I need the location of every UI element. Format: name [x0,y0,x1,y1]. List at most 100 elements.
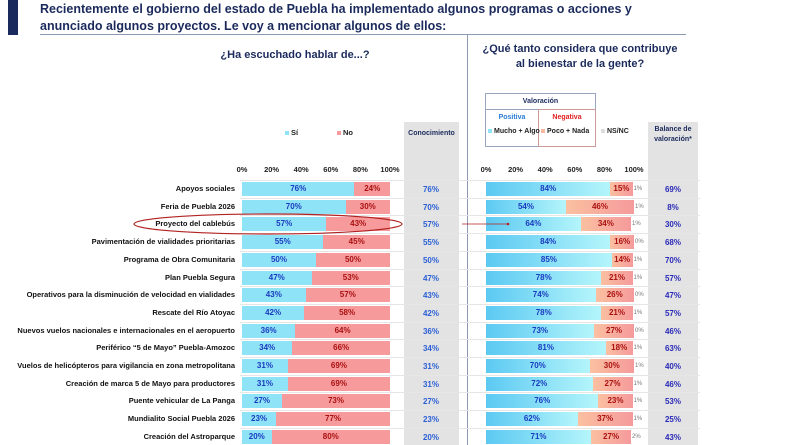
left-axis-tick: 80% [352,165,368,174]
nsnc-value: 1% [633,309,643,316]
balance-value: 46% [664,326,681,336]
category-label: Plan Puebla Segura [164,272,235,282]
nsnc-value: 1% [633,416,643,423]
negativa-box: Negativa [538,109,596,147]
row-separator [240,233,700,235]
conocimiento-header: Conocimiento [408,130,455,137]
bar-no: 73% [281,394,390,409]
left-axis-tick: 100% [380,165,400,174]
bar-poco-nada: 46% [565,199,634,214]
bar-mucho-algo: 85% [486,252,612,267]
row-separator [240,215,700,217]
category-label: Apoyos sociales [175,184,235,193]
bar-si: 31% [242,359,288,373]
bar-mucho-algo: 71% [486,429,592,444]
conocimiento-value: 31% [422,362,439,371]
bar-mucho-algo: 76% [486,394,599,409]
row-separator [240,374,700,376]
bar-poco-nada: 27% [594,323,634,338]
bar-si: 42% [242,305,305,320]
bar-si: 50% [242,252,316,267]
category-label: Periférico “5 de Mayo” Puebla-Amozoc [96,343,235,353]
legend-no-label: No [343,128,353,137]
bar-si: 34% [242,341,293,356]
right-question-line2: al bienestar de la gente? [515,58,645,70]
bar-no: 43% [326,217,390,232]
right-axis-tick: 0% [480,165,492,174]
conocimiento-value: 27% [422,397,439,407]
left-question: ¿Ha escuchado hablar de...? [220,49,370,61]
slide-title: Recientemente el gobierno del estado de … [40,2,632,33]
nsnc-value: 0% [635,292,644,299]
balance-value: 57% [664,273,681,283]
positiva-label: Positiva [498,114,526,121]
category-label: Proyecto del cablebús [155,219,235,229]
nsnc-value: 1% [635,363,644,369]
category-label: Nuevos vuelos nacionales e internacional… [17,325,235,335]
balance-value: 25% [664,415,681,425]
balance-value: 47% [664,291,681,301]
bar-si: 20% [242,429,272,444]
highlight-ellipse [133,213,403,235]
bar-si: 57% [242,217,327,232]
nsnc-value: 1% [633,398,643,405]
nsnc-value: 1% [633,345,643,352]
bar-si: 47% [242,270,312,285]
bar-si: 76% [242,182,355,196]
legend-poco-nada-swatch [541,129,545,134]
bar-no: 64% [295,323,390,338]
highlight-arrow-head [506,222,510,226]
legend-no: No [337,128,353,137]
conocimiento-value: 43% [422,291,439,301]
bar-poco-nada: 23% [598,394,633,409]
bar-poco-nada: 14% [611,252,633,267]
balance-value: 46% [664,379,681,389]
bar-si: 70% [242,199,346,214]
bar-no: 45% [323,235,390,250]
bar-mucho-algo: 78% [486,305,602,320]
section-divider [467,35,468,445]
conocimiento-value: 23% [422,415,439,425]
row-separator [240,321,700,323]
legend-no-swatch [337,131,341,136]
bar-poco-nada: 18% [605,341,633,356]
nsnc-value: 1% [633,186,643,192]
right-axis-tick: 80% [596,165,612,174]
legend-poco-nada: Poco + Nada [541,128,589,135]
bar-poco-nada: 26% [595,288,634,303]
balance-value: 43% [664,432,681,442]
bar-poco-nada: 21% [601,305,633,320]
bar-no: 69% [287,376,390,391]
nsnc-value: 0% [635,239,644,246]
bar-mucho-algo: 84% [486,182,611,196]
nsnc-value: 0% [635,327,644,334]
category-label: Pavimentación de vialidades prioritarias [91,237,235,247]
legend-poco-nada-label: Poco + Nada [547,128,590,135]
right-axis-tick: 60% [567,165,583,174]
bar-si: 36% [242,323,296,338]
left-axis-tick: 40% [293,165,309,174]
bar-mucho-algo: 64% [486,217,581,232]
row-separator [240,197,700,199]
bar-poco-nada: 34% [580,217,632,232]
category-label: Creación del Astroparque [143,431,235,441]
bar-mucho-algo: 70% [486,359,590,373]
category-label: Rescate del Río Atoyac [152,307,235,317]
category-label: Operativos para la disminución de veloci… [26,290,235,300]
row-separator [240,427,700,429]
left-axis-tick: 0% [236,165,248,174]
balance-header: Balance de valoración* [654,126,692,143]
legend-nsnc-label: NS/NC [607,128,629,135]
bar-poco-nada: 16% [610,235,634,250]
category-label: Programa de Obra Comunitaria [123,254,235,264]
legend-mucho-algo-swatch [488,129,492,134]
conocimiento-value: 76% [422,185,439,194]
negativa-label: Negativa [552,114,582,121]
bar-mucho-algo: 54% [486,199,566,214]
conocimiento-value: 55% [422,238,439,248]
category-label: Puente vehicular de La Panga [128,396,235,406]
bar-mucho-algo: 81% [486,341,606,356]
balance-value: 30% [664,220,681,230]
bar-poco-nada: 27% [591,429,632,444]
